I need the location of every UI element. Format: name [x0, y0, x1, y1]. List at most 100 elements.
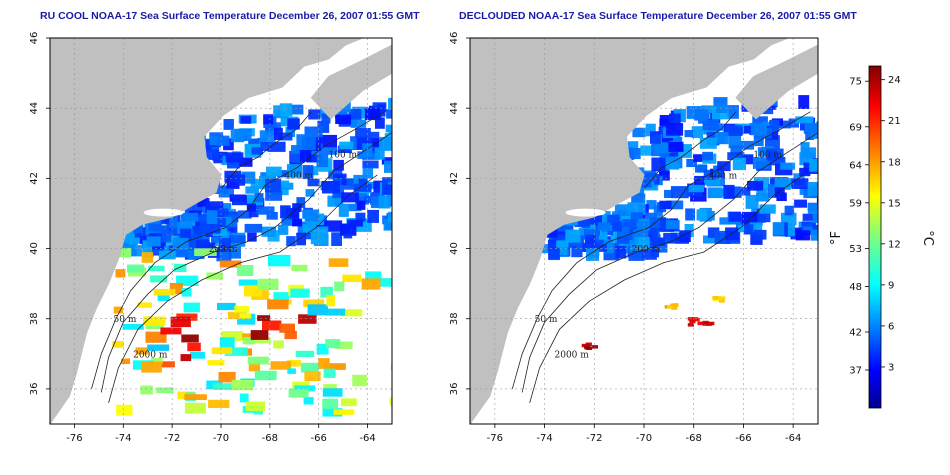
sst-pixel: [802, 213, 818, 221]
sst-pixel: [669, 113, 681, 126]
sst-pixel: [197, 198, 210, 207]
sst-pixel: [702, 151, 713, 161]
isobath-label: 2000 m: [133, 350, 168, 360]
sst-pixel: [730, 145, 743, 156]
sst-pixel: [772, 222, 785, 236]
sst-pixel: [338, 203, 349, 217]
sst-pixel: [328, 258, 349, 267]
sst-pixel: [599, 211, 611, 223]
sst-pixel: [664, 189, 673, 198]
sst-pixel: [386, 109, 392, 119]
sst-pixel: [353, 183, 372, 192]
sst-pixel: [184, 394, 207, 400]
sst-pixel: [256, 206, 275, 215]
isobath-label: 400 m: [709, 171, 738, 181]
sst-pixel: [333, 409, 355, 415]
sst-pixel: [659, 115, 672, 126]
sst-pixel: [261, 226, 276, 237]
sst-pixel: [807, 182, 818, 196]
sst-pixel: [376, 104, 386, 117]
lon-tick-label: -64: [785, 433, 801, 444]
sst-pixel: [355, 212, 366, 222]
sst-pixel: [286, 164, 303, 178]
sst-pixel: [173, 263, 187, 272]
sst-pixel: [287, 104, 304, 115]
sst-pixel: [254, 370, 277, 381]
sst-pixel: [181, 212, 198, 222]
sst-pixel: [725, 125, 743, 136]
sst-pixel: [122, 324, 144, 330]
sst-pixel: [180, 228, 192, 240]
sst-pixel: [340, 398, 357, 407]
land-nova-scotia: [310, 44, 392, 120]
sst-pixel: [340, 178, 356, 186]
right-panel-title: DECLOUDED NOAA-17 Sea Surface Temperatur…: [459, 10, 857, 22]
sst-pixel: [287, 118, 300, 130]
isobath-2000m: [108, 174, 378, 404]
sst-pixel: [280, 205, 291, 219]
sst-pixel: [294, 385, 316, 392]
sst-pixel: [216, 135, 230, 146]
sst-pixel: [694, 109, 708, 121]
lon-tick-label: -70: [636, 433, 652, 444]
sst-pixel: [370, 131, 380, 140]
sst-pixel: [686, 158, 697, 168]
land-nova-scotia: [735, 44, 818, 120]
sst-pixel: [759, 204, 776, 214]
colorbar-gradient: [868, 65, 882, 409]
sst-pixel: [774, 178, 793, 188]
sst-pixel: [275, 180, 290, 188]
celsius-tick-label: 21: [888, 116, 901, 127]
sst-pixel: [238, 157, 253, 167]
sst-pixel: [236, 265, 254, 277]
sst-pixel: [702, 320, 709, 325]
sst-pixel: [150, 358, 163, 365]
sst-pixel: [603, 239, 614, 254]
sst-pixel: [663, 232, 677, 244]
sst-pixel: [723, 184, 735, 199]
sst-pixel: [231, 379, 254, 391]
sst-pixel: [325, 339, 341, 349]
fahrenheit-tick-label: 53: [849, 244, 862, 255]
sst-pixel: [213, 383, 236, 390]
sst-pixel: [547, 239, 559, 249]
map-panel-1: 100 m 400 m 200 m 50 m 2000 m -76 -74 -72 -70 -68…: [29, 32, 393, 444]
sst-pixel: [250, 179, 266, 187]
sst-pixel: [704, 177, 721, 186]
sst-pixel: [181, 334, 199, 343]
sst-pixel: [691, 126, 703, 139]
sst-pixel: [247, 232, 257, 242]
sst-pixel: [147, 344, 170, 351]
map-panel-2: 100 m 400 m 200 m 50 m 2000 m -76 -74 -72 -70 -68…: [449, 32, 819, 444]
sst-pixel: [113, 306, 123, 314]
sst-pixel: [318, 358, 330, 369]
sst-pixel: [659, 153, 674, 164]
sst-pixel: [286, 236, 296, 247]
sst-pixel: [718, 131, 729, 145]
sst-pixel: [749, 222, 763, 233]
sst-pixel: [361, 278, 381, 290]
sst-pixel: [810, 125, 818, 139]
sst-pixel: [348, 109, 362, 121]
sst-pixel: [582, 242, 596, 252]
sst-pixel: [139, 235, 150, 244]
sst-pixel: [211, 347, 233, 355]
sst-pixel: [719, 296, 726, 300]
sst-pixel: [352, 374, 367, 387]
sst-pixel: [364, 195, 375, 204]
sst-pixel: [137, 302, 152, 308]
sst-pixel: [184, 402, 206, 414]
sst-pixel: [795, 116, 814, 124]
sst-pixel: [672, 303, 679, 307]
lon-tick-label: -66: [735, 433, 751, 444]
sst-pixel: [701, 105, 717, 115]
sst-pixel: [250, 330, 269, 340]
sst-pixel: [708, 321, 715, 326]
celsius-tick-label: 15: [888, 198, 901, 209]
sst-pixel: [327, 195, 343, 207]
sst-pixel: [302, 136, 316, 151]
sst-pixel: [224, 170, 242, 183]
sst-pixel: [617, 232, 630, 244]
